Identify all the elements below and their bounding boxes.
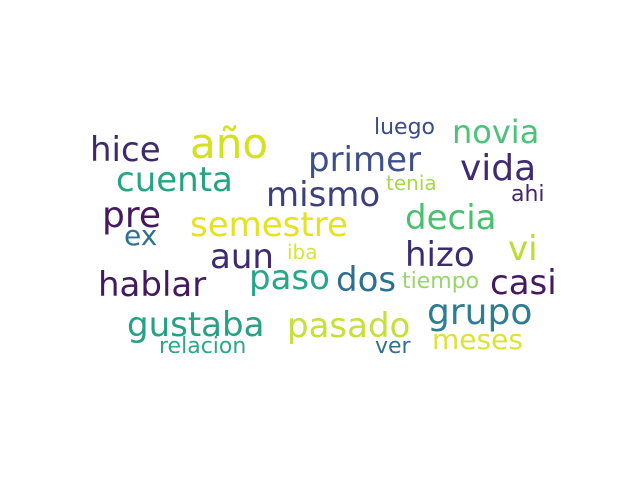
word-pre: pre bbox=[102, 195, 162, 236]
word-ex: ex bbox=[124, 219, 158, 252]
word-ano: año bbox=[190, 119, 269, 168]
word-vida: vida bbox=[460, 148, 537, 189]
word-dos: dos bbox=[336, 260, 397, 300]
word-semestre: semestre bbox=[190, 205, 348, 245]
word-ver: ver bbox=[375, 334, 411, 359]
word-ahi: ahi bbox=[511, 182, 545, 207]
word-pasado: pasado bbox=[287, 306, 411, 346]
word-hizo: hizo bbox=[405, 235, 475, 275]
word-luego: luego bbox=[374, 115, 436, 140]
word-paso: paso bbox=[249, 258, 330, 298]
word-vi: vi bbox=[508, 229, 538, 269]
word-grupo: grupo bbox=[427, 292, 533, 333]
word-decia: decia bbox=[405, 198, 497, 238]
word-hablar: hablar bbox=[98, 265, 207, 305]
word-relacion: relacion bbox=[159, 334, 247, 359]
word-mismo: mismo bbox=[266, 175, 381, 215]
word-primer: primer bbox=[308, 140, 422, 180]
word-cuenta: cuenta bbox=[116, 160, 233, 200]
word-hice: hice bbox=[90, 130, 161, 170]
word-tiempo: tiempo bbox=[402, 269, 480, 294]
word-casi: casi bbox=[490, 263, 557, 303]
word-gustaba: gustaba bbox=[127, 305, 265, 345]
word-iba: iba bbox=[287, 240, 318, 264]
word-aun: aun bbox=[210, 237, 274, 277]
word-novia: novia bbox=[452, 113, 540, 151]
word-meses: meses bbox=[432, 323, 523, 356]
word-tenia: tenia bbox=[386, 171, 437, 195]
